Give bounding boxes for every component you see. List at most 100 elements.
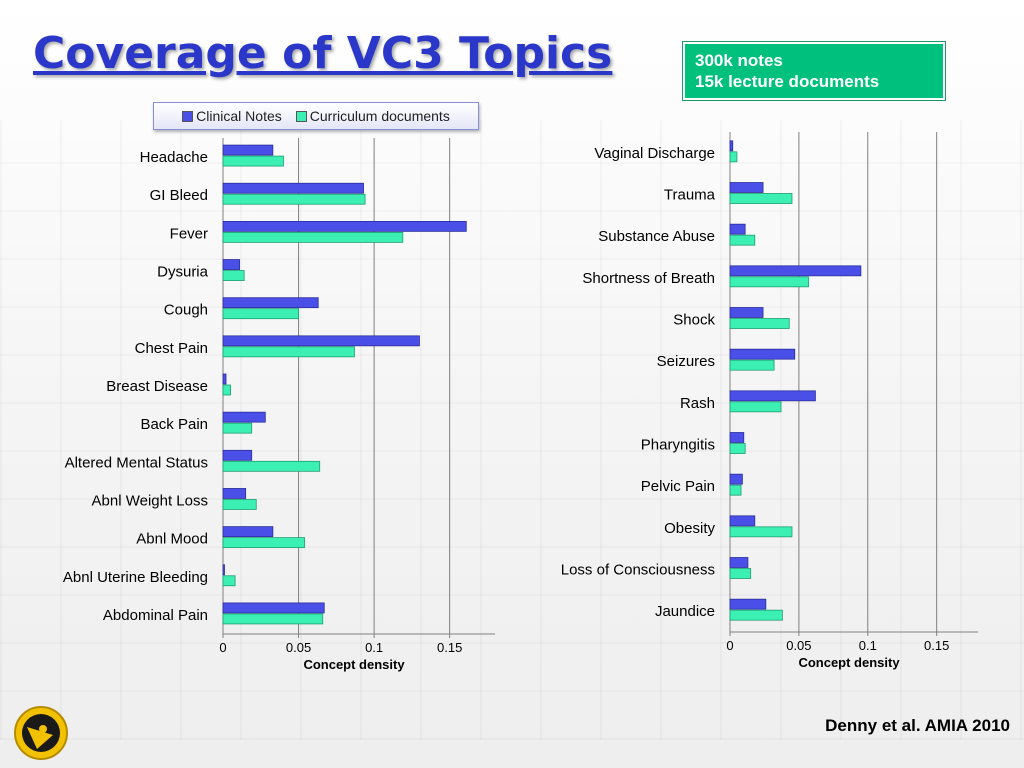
category-label: Obesity — [664, 520, 715, 537]
category-label: Vaginal Discharge — [594, 145, 715, 162]
bar-curriculum-documents — [222, 575, 236, 587]
category-label: Abnl Weight Loss — [92, 492, 208, 509]
notes-line-1: 300k notes — [695, 51, 783, 70]
category-label: Chest Pain — [135, 340, 208, 357]
bar-clinical-notes — [222, 335, 420, 347]
page-title: Coverage of VC3 Topics — [33, 28, 613, 79]
category-label: Substance Abuse — [598, 228, 715, 245]
bar-clinical-notes — [729, 223, 746, 235]
bar-clinical-notes — [222, 259, 241, 270]
bar-curriculum-documents — [222, 193, 366, 205]
bar-curriculum-documents — [222, 460, 321, 472]
category-label: Jaundice — [655, 603, 715, 620]
category-label: Abdominal Pain — [103, 607, 208, 624]
bar-clinical-notes — [729, 598, 767, 610]
bar-clinical-notes — [729, 140, 734, 152]
bar-chart-left: 0 0.05 0.1 0.15 Concept density Headache GI Bl… — [63, 138, 495, 672]
bar-curriculum-documents — [222, 613, 324, 625]
x-tick-label: 0.05 — [786, 638, 811, 653]
bar-clinical-notes — [729, 348, 796, 360]
x-tick-label: 0.15 — [437, 640, 462, 655]
bar-curriculum-documents — [729, 526, 793, 538]
legend-item-clinical: Clinical Notes — [182, 108, 282, 124]
bar-curriculum-documents — [222, 155, 284, 167]
category-label: Altered Mental Status — [65, 454, 208, 471]
bar-chart-right: 0 0.05 0.1 0.15 Concept density Vaginal Disch… — [561, 132, 978, 670]
bar-curriculum-documents — [222, 231, 404, 243]
bar-curriculum-documents — [729, 234, 756, 246]
legend-swatch-clinical — [182, 110, 194, 122]
category-label: GI Bleed — [150, 187, 208, 204]
bar-curriculum-documents — [729, 318, 790, 329]
legend-item-curriculum: Curriculum documents — [295, 108, 450, 124]
x-tick-label: 0 — [726, 638, 733, 653]
bar-curriculum-documents — [222, 384, 231, 396]
bar-curriculum-documents — [222, 270, 245, 281]
chart-legend: Clinical Notes Curriculum documents — [153, 102, 479, 130]
bar-curriculum-documents — [729, 151, 738, 163]
category-label: Fever — [170, 225, 208, 242]
x-axis-title: Concept density — [303, 657, 405, 672]
bar-clinical-notes — [729, 473, 743, 485]
category-label: Back Pain — [140, 416, 208, 433]
bar-clinical-notes — [729, 307, 764, 318]
category-label: Rash — [680, 395, 715, 412]
category-label: Dysuria — [157, 264, 209, 281]
bar-curriculum-documents — [729, 568, 752, 579]
notes-callout: 300k notes 15k lecture documents — [683, 42, 945, 100]
category-label: Shock — [673, 312, 715, 329]
bar-curriculum-documents — [222, 308, 299, 320]
category-label: Shortness of Breath — [582, 270, 715, 287]
legend-label-clinical: Clinical Notes — [196, 108, 282, 124]
bar-clinical-notes — [222, 411, 266, 423]
bar-curriculum-documents — [222, 499, 257, 510]
background-building-photo — [0, 120, 1024, 740]
bar-clinical-notes — [222, 488, 247, 499]
bar-curriculum-documents — [729, 401, 782, 413]
category-label: Seizures — [657, 353, 715, 370]
bar-curriculum-documents — [222, 537, 305, 549]
bar-clinical-notes — [222, 602, 325, 614]
bar-clinical-notes — [729, 557, 749, 568]
legend-label-curriculum: Curriculum documents — [309, 108, 450, 124]
category-label: Breast Disease — [106, 378, 208, 395]
x-axis-title: Concept density — [798, 655, 900, 670]
bar-clinical-notes — [729, 515, 756, 527]
bar-curriculum-documents — [222, 346, 355, 358]
category-label: Pelvic Pain — [641, 478, 715, 495]
citation: Denny et al. AMIA 2010 — [825, 716, 1010, 735]
bar-curriculum-documents — [729, 484, 742, 496]
x-tick-label: 0.15 — [924, 638, 949, 653]
bar-clinical-notes — [729, 265, 862, 277]
category-label: Pharyngitis — [641, 437, 715, 454]
bar-curriculum-documents — [729, 193, 793, 204]
bar-curriculum-documents — [222, 422, 253, 434]
bar-clinical-notes — [222, 297, 319, 309]
bar-clinical-notes — [222, 373, 227, 385]
category-label: Loss of Consciousness — [561, 562, 715, 579]
university-logo — [14, 706, 68, 760]
notes-line-2: 15k lecture documents — [695, 72, 880, 91]
category-label: Abnl Mood — [136, 531, 208, 548]
x-tick-label: 0.1 — [859, 638, 877, 653]
bar-clinical-notes — [222, 220, 467, 232]
legend-swatch-curriculum — [295, 110, 307, 122]
bar-clinical-notes — [222, 182, 364, 194]
x-tick-label: 0.05 — [286, 640, 311, 655]
bar-curriculum-documents — [729, 276, 809, 288]
category-label: Abnl Uterine Bleeding — [63, 569, 208, 586]
bar-curriculum-documents — [729, 359, 775, 371]
bar-clinical-notes — [222, 526, 274, 538]
category-label: Headache — [140, 149, 208, 166]
bar-clinical-notes — [729, 432, 745, 443]
bar-curriculum-documents — [729, 609, 783, 621]
x-tick-label: 0 — [219, 640, 226, 655]
bar-clinical-notes — [222, 144, 274, 156]
category-label: Cough — [164, 302, 208, 319]
x-tick-label: 0.1 — [365, 640, 383, 655]
category-label: Trauma — [664, 187, 716, 204]
bar-clinical-notes — [729, 390, 816, 402]
bar-curriculum-documents — [729, 443, 746, 454]
bar-clinical-notes — [222, 564, 225, 576]
bar-clinical-notes — [729, 182, 764, 193]
